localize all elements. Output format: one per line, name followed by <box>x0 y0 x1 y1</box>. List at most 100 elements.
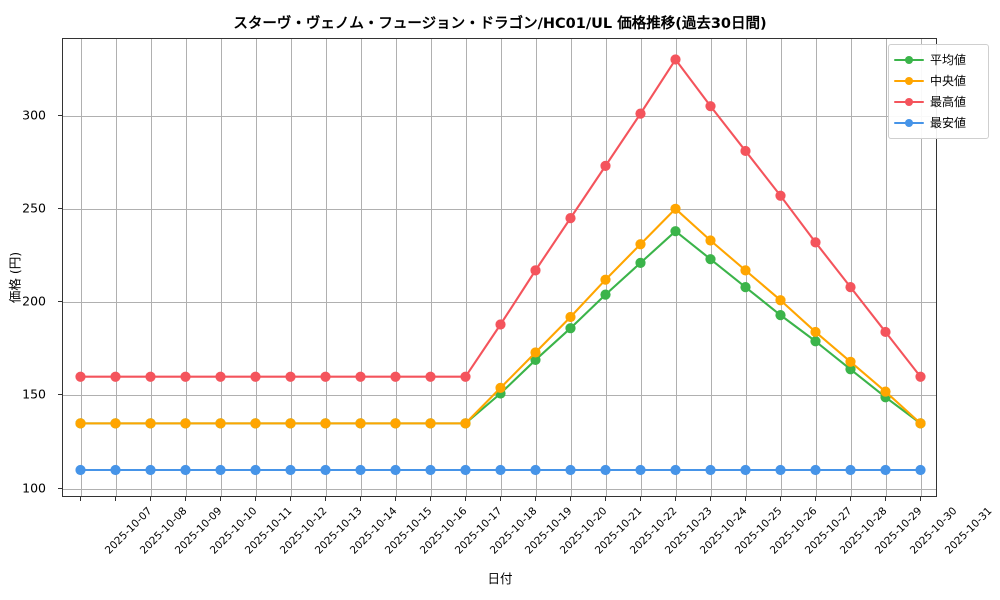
y-tick-mark <box>58 394 62 396</box>
x-tick-mark <box>639 497 641 501</box>
legend-label-mean: 平均値 <box>930 52 967 67</box>
gridline-x <box>430 39 432 496</box>
data-point <box>110 371 121 382</box>
gridline-x <box>850 39 852 496</box>
legend-label-min: 最安値 <box>930 115 967 130</box>
x-tick-mark <box>184 497 186 501</box>
data-point <box>495 464 506 476</box>
legend-item-median: 中央値 <box>894 70 983 91</box>
data-point <box>425 371 436 382</box>
gridline-x <box>150 39 152 496</box>
gridline-x <box>920 39 922 496</box>
series-中央値 <box>75 203 926 429</box>
gridline-x <box>675 39 677 496</box>
data-point <box>320 464 331 476</box>
data-point <box>75 464 86 476</box>
data-point <box>390 371 401 382</box>
y-tick-label: 150 <box>22 386 46 402</box>
data-point <box>355 371 366 382</box>
data-point <box>425 464 436 476</box>
data-point <box>635 239 646 250</box>
gridline-x <box>360 39 362 496</box>
data-point <box>145 464 156 476</box>
data-point <box>390 418 401 429</box>
data-point <box>845 282 856 293</box>
data-point <box>565 323 576 334</box>
data-point <box>565 464 576 476</box>
chart-title: スターヴ・ヴェノム・フュージョン・ドラゴン/HC01/UL 価格推移(過去30日… <box>233 16 767 32</box>
y-tick-label: 200 <box>22 293 46 309</box>
data-point <box>915 418 926 429</box>
data-point <box>740 464 751 476</box>
gridline-x <box>710 39 712 496</box>
data-point <box>635 464 646 476</box>
gridline-x <box>570 39 572 496</box>
data-point <box>390 464 401 476</box>
data-point <box>810 336 821 347</box>
legend-item-max: 最高値 <box>894 91 983 112</box>
data-point <box>915 464 926 476</box>
gridline-y <box>63 115 936 117</box>
x-tick-mark <box>534 497 536 501</box>
data-point <box>565 311 576 323</box>
data-point <box>810 464 821 476</box>
data-point <box>320 371 331 382</box>
series-lines-layer <box>75 54 926 476</box>
data-point <box>530 265 541 276</box>
data-point <box>215 371 226 382</box>
gridline-x <box>185 39 187 496</box>
data-point <box>670 226 681 237</box>
data-point <box>180 464 191 476</box>
legend-item-min: 最安値 <box>894 112 983 133</box>
data-point <box>75 371 86 382</box>
data-point <box>215 464 226 476</box>
data-point <box>285 464 296 476</box>
x-tick-mark <box>499 497 501 501</box>
data-point <box>705 464 716 476</box>
data-point <box>600 160 611 171</box>
gridline-x <box>885 39 887 496</box>
data-point <box>145 418 156 429</box>
x-tick-mark <box>324 497 326 501</box>
data-point <box>670 203 681 214</box>
gridline-x <box>290 39 292 496</box>
gridline-y <box>63 302 936 304</box>
data-point <box>110 418 121 429</box>
y-tick-mark <box>58 487 62 489</box>
legend-label-median: 中央値 <box>930 73 967 88</box>
x-tick-mark <box>394 497 396 501</box>
data-point <box>145 371 156 382</box>
data-point <box>180 418 191 429</box>
gridline-x <box>220 39 222 496</box>
series-最安値 <box>75 464 926 476</box>
x-tick-mark <box>464 497 466 501</box>
chart-legend: 平均値 中央値 最高値 最安値 <box>888 44 989 139</box>
gridline-y <box>63 208 936 210</box>
data-point <box>600 289 611 300</box>
x-tick-mark <box>359 497 361 501</box>
data-point <box>600 464 611 476</box>
legend-marker-max <box>894 96 924 108</box>
data-point <box>355 418 366 429</box>
data-point <box>530 347 541 358</box>
data-point <box>285 371 296 382</box>
data-point <box>250 418 261 429</box>
data-point <box>775 295 786 306</box>
data-point <box>425 418 436 429</box>
data-point <box>740 265 751 276</box>
legend-marker-min <box>894 117 924 129</box>
x-tick-mark <box>604 497 606 501</box>
legend-label-max: 最高値 <box>930 94 967 109</box>
data-point <box>530 464 541 476</box>
data-point <box>355 464 366 476</box>
data-point <box>775 190 786 201</box>
data-point <box>180 371 191 382</box>
data-point <box>880 326 891 338</box>
data-point <box>600 274 611 285</box>
gridline-x <box>605 39 607 496</box>
gridline-x <box>255 39 257 496</box>
data-point <box>670 464 681 476</box>
data-point <box>740 145 751 157</box>
